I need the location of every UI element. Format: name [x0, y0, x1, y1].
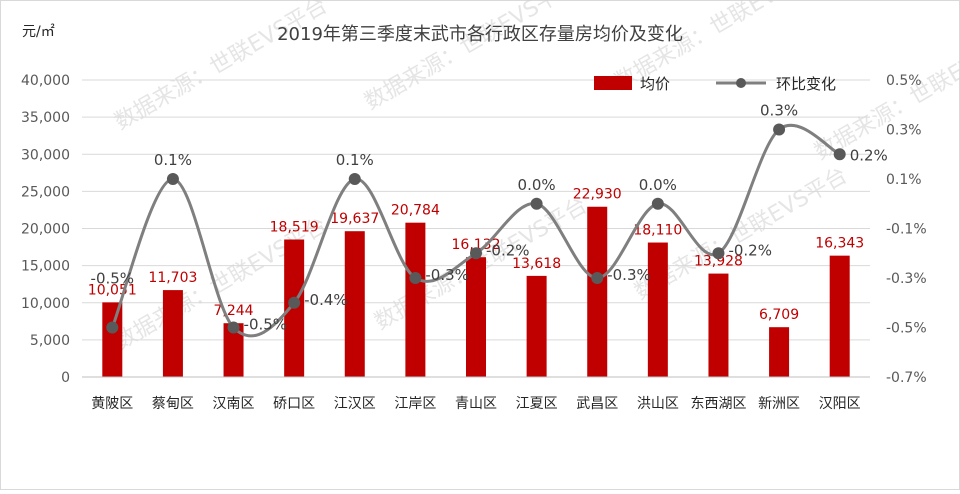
line-value-label: -0.4% — [304, 291, 348, 309]
bar-value-label: 18,110 — [633, 223, 682, 239]
category-label: 黄陂区 — [91, 395, 133, 412]
bar-value-label: 19,637 — [330, 211, 379, 227]
watermark-text: 数据来源：世联EVS平台 — [811, 23, 960, 165]
line-value-label: -0.3% — [425, 266, 469, 284]
bar-value-label: 11,703 — [148, 270, 197, 286]
bar — [830, 256, 850, 377]
bar — [708, 274, 728, 377]
line-point — [167, 173, 179, 185]
line-value-label: 0.1% — [154, 151, 192, 169]
bar-value-label: 20,784 — [391, 203, 440, 219]
category-label: 武昌区 — [576, 396, 618, 412]
right-axis-tick-label: -0.7% — [886, 370, 927, 386]
right-axis-tick-label: -0.5% — [886, 321, 927, 337]
line-point — [228, 322, 240, 334]
left-axis-tick-label: 5,000 — [30, 333, 70, 349]
right-axis-tick-label: 0.3% — [886, 123, 922, 139]
left-axis-tick-label: 10,000 — [21, 296, 70, 312]
left-axis-tick-label: 35,000 — [21, 110, 70, 126]
line-value-label: -0.2% — [728, 241, 772, 259]
left-axis-tick-label: 20,000 — [21, 222, 70, 238]
category-label: 江夏区 — [516, 396, 558, 412]
line-point — [834, 148, 846, 160]
bar — [466, 257, 486, 377]
bar-value-label: 22,930 — [573, 187, 622, 203]
category-label: 硚口区 — [273, 396, 315, 412]
line-value-label: -0.5% — [244, 316, 288, 334]
line-point — [773, 124, 785, 136]
line-point — [470, 247, 482, 259]
bar-value-label: 18,519 — [270, 219, 319, 235]
line-value-label: 0.0% — [518, 176, 556, 194]
category-label: 江岸区 — [394, 396, 436, 412]
category-label: 汉阳区 — [819, 396, 861, 412]
bar — [527, 276, 547, 377]
legend-bar-swatch — [594, 76, 632, 90]
line-value-label: -0.2% — [486, 241, 530, 259]
bar — [405, 223, 425, 377]
bar — [345, 231, 365, 377]
line-value-label: 0.3% — [760, 102, 798, 120]
left-axis-tick-label: 0 — [61, 370, 70, 386]
category-label: 江汉区 — [334, 396, 376, 412]
line-point — [712, 247, 724, 259]
category-label: 洪山区 — [637, 396, 679, 412]
line-value-label: 0.0% — [639, 176, 677, 194]
chart-title: 2019年第三季度末武市各行政区存量房均价及变化 — [277, 24, 683, 45]
bar-value-label: 6,709 — [759, 307, 799, 323]
left-axis-tick-label: 15,000 — [21, 259, 70, 275]
line-point — [591, 272, 603, 284]
line-point — [288, 297, 300, 309]
line-point — [349, 173, 361, 185]
line-point — [409, 272, 421, 284]
line-point — [106, 322, 118, 334]
right-axis-tick-label: -0.1% — [886, 222, 927, 238]
bar — [648, 243, 668, 377]
bar — [163, 290, 183, 377]
right-axis-tick-label: 0.5% — [886, 73, 922, 89]
left-axis-tick-label: 30,000 — [21, 147, 70, 163]
category-label: 东西湖区 — [690, 396, 746, 412]
legend-line-label: 环比变化 — [776, 75, 836, 93]
right-axis-tick-label: 0.1% — [886, 172, 922, 188]
legend-line-marker — [736, 78, 746, 88]
line-point — [531, 198, 543, 210]
bar-value-label: 16,343 — [815, 236, 864, 252]
category-label: 青山区 — [455, 396, 497, 412]
left-axis-tick-label: 25,000 — [21, 184, 70, 200]
category-label: 蔡甸区 — [152, 396, 194, 412]
watermark-text: 数据来源：世联EVS平台 — [111, 0, 332, 135]
watermark-text: 数据来源：世联EVS平台 — [361, 0, 582, 115]
line-value-label: 0.1% — [336, 151, 374, 169]
left-axis-unit: 元/㎡ — [22, 24, 55, 40]
bar — [769, 327, 789, 377]
category-label: 汉南区 — [213, 396, 255, 412]
left-axis-tick-label: 40,000 — [21, 73, 70, 89]
line-value-label: -0.3% — [607, 266, 651, 284]
bar — [587, 207, 607, 377]
line-value-label: 0.2% — [850, 146, 888, 164]
category-label: 新洲区 — [758, 396, 800, 412]
line-point — [652, 198, 664, 210]
line-value-label: -0.5% — [91, 270, 135, 288]
legend-bar-label: 均价 — [640, 75, 670, 93]
bar — [102, 302, 122, 377]
right-axis-tick-label: -0.3% — [886, 271, 927, 287]
